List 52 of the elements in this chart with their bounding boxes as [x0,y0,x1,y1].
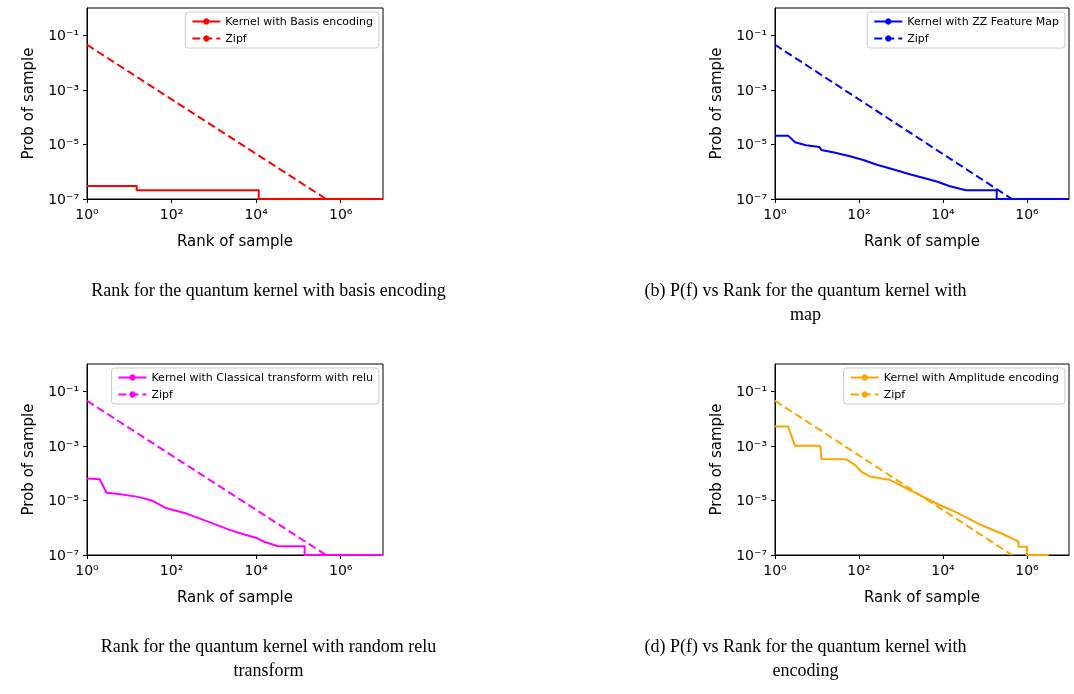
legend-label: Zipf [907,32,930,45]
x-tick-label: 10² [847,562,871,578]
y-tick-label: 10⁻³ [736,81,767,98]
x-tick-label: 10⁰ [75,206,100,222]
x-tick-label: 10² [847,206,871,222]
y-tick-label: 10⁻⁵ [736,136,767,153]
text: Rank for the quantum kernel with basis encoding [90,279,447,302]
x-tick-label: 10² [159,206,184,222]
x-tick-label: 10⁰ [763,206,788,222]
legend-label: Kernel with ZZ Feature Map [907,15,1060,28]
y-tick-label: 10⁻³ [48,437,79,454]
legend-label: Zipf [883,388,907,401]
legend-label: Kernel with Classical transform with relu [151,371,373,384]
y-axis-title: Prob of sample [18,47,37,160]
x-tick-label: 10⁶ [329,562,353,578]
y-tick-label: 10⁻⁷ [48,547,79,563]
x-tick-label: 10⁶ [1015,206,1040,222]
y-tick-label: 10⁻¹ [736,27,767,44]
legend-label: Kernel with Amplitude encoding [883,371,1059,384]
y-tick-label: 10⁻⁷ [736,547,767,563]
y-axis-title: Prob of sample [18,403,37,516]
y-tick-label: 10⁻⁷ [48,191,79,207]
legend-label: Zipf [225,32,248,45]
text: Rank for the quantum kernel with random relu transform [99,635,438,682]
y-tick-label: 10⁻³ [48,81,79,98]
y-axis-title: Prob of sample [706,47,725,160]
y-tick-label: 10⁻⁵ [736,492,767,509]
y-tick-label: 10⁻⁷ [736,191,767,207]
x-tick-label: 10⁴ [931,206,956,222]
y-tick-label: 10⁻¹ [48,27,79,44]
x-axis-title: Rank of sample [863,587,981,606]
x-tick-label: 10⁶ [329,206,353,222]
x-tick-label: 10² [159,562,184,578]
x-axis-title: Rank of sample [863,231,981,250]
x-tick-label: 10⁰ [763,562,788,578]
text: (b) P(f) vs Rank for the quantum kernel with map [643,279,968,326]
legend-label: Zipf [151,388,175,401]
y-tick-label: 10⁻³ [736,437,767,454]
x-tick-label: 10⁴ [931,562,956,578]
legend-label: Kernel with Basis encoding [225,15,373,28]
text: (d) P(f) vs Rank for the quantum kernel with encoding [643,635,968,682]
x-axis-title: Rank of sample [176,231,294,250]
x-tick-label: 10⁰ [75,562,100,578]
x-tick-label: 10⁴ [244,562,269,578]
y-tick-label: 10⁻⁵ [48,136,79,153]
x-tick-label: 10⁶ [1015,562,1040,578]
y-tick-label: 10⁻¹ [736,383,767,400]
y-tick-label: 10⁻¹ [48,383,79,400]
y-axis-title: Prob of sample [706,403,725,516]
y-tick-label: 10⁻⁵ [48,492,79,509]
x-axis-title: Rank of sample [176,587,294,606]
x-tick-label: 10⁴ [244,206,269,222]
